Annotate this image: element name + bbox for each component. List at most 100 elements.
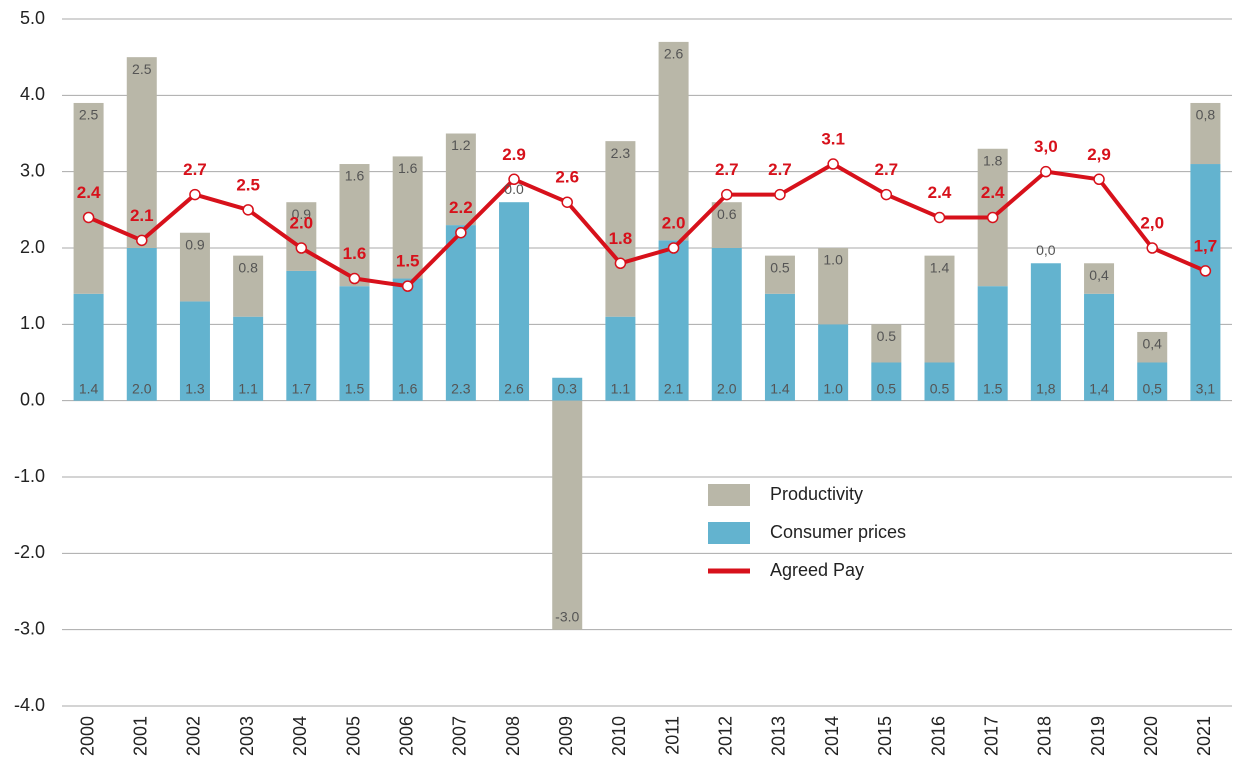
data-label: 0.5 xyxy=(877,380,897,396)
x-tick-label: 2019 xyxy=(1088,716,1108,756)
data-label: 0.9 xyxy=(185,236,205,252)
point xyxy=(1040,165,1052,178)
point xyxy=(508,173,520,186)
data-label: 1.6 xyxy=(398,160,418,176)
data-label: 2.3 xyxy=(611,145,631,161)
bar xyxy=(764,293,795,401)
point xyxy=(561,196,573,208)
x-tick-label: 2021 xyxy=(1194,716,1214,756)
point xyxy=(295,242,308,254)
data-label: 1.8 xyxy=(983,152,1003,168)
bar xyxy=(445,133,476,226)
bar xyxy=(818,324,849,401)
y-tick-label: 2.0 xyxy=(20,237,45,257)
bar xyxy=(1190,164,1221,401)
point xyxy=(667,242,680,254)
data-label: 0,4 xyxy=(1089,267,1109,283)
bar xyxy=(1030,263,1061,401)
bar xyxy=(392,278,423,401)
data-label: 1.6 xyxy=(398,380,418,396)
point-label: 2.4 xyxy=(981,183,1005,202)
bar xyxy=(339,164,370,287)
y-tick-label: -1.0 xyxy=(14,466,45,486)
data-label: 1.1 xyxy=(238,380,258,396)
data-label: 1.0 xyxy=(823,252,843,268)
bar xyxy=(233,255,264,317)
point xyxy=(82,211,95,224)
data-label: 1.5 xyxy=(983,380,1003,396)
bar xyxy=(286,270,317,401)
line xyxy=(87,162,1207,289)
bar xyxy=(711,202,742,248)
point xyxy=(614,257,627,270)
data-label: 1.1 xyxy=(611,380,631,396)
point-label: 2.0 xyxy=(662,213,686,232)
point xyxy=(189,188,201,201)
data-label: 0,8 xyxy=(1196,107,1216,123)
data-label: 0.6 xyxy=(717,206,737,222)
bar xyxy=(764,255,795,294)
x-tick-label: 2003 xyxy=(237,716,257,756)
y-tick-label: 1.0 xyxy=(20,313,45,333)
legend-label: Productivity xyxy=(770,484,863,504)
point-label: 1.6 xyxy=(343,244,367,263)
point-label: 2.7 xyxy=(768,160,792,179)
bar xyxy=(977,286,1008,401)
point-label: 2.4 xyxy=(928,183,952,202)
point-label: 2,9 xyxy=(1087,145,1111,164)
legend-label: Consumer prices xyxy=(770,522,906,542)
point xyxy=(1146,242,1158,254)
data-label: 1.6 xyxy=(345,168,365,184)
x-tick-label: 2008 xyxy=(503,716,523,756)
point-label: 2.6 xyxy=(555,168,579,187)
x-tick-label: 2017 xyxy=(981,716,1001,756)
point-label: 1,7 xyxy=(1194,236,1218,255)
bar xyxy=(445,225,476,401)
bar xyxy=(924,255,955,363)
point-label: 2.1 xyxy=(130,206,154,225)
x-tick-label: 2001 xyxy=(131,716,151,756)
x-tick-label: 2002 xyxy=(184,716,204,756)
y-tick-label: 5.0 xyxy=(20,8,45,28)
data-label: 2.3 xyxy=(451,380,471,396)
point-label: 2.9 xyxy=(502,145,526,164)
x-tick-label: 2004 xyxy=(290,716,310,756)
data-label: 0,0 xyxy=(1036,242,1056,258)
point xyxy=(348,272,361,285)
point xyxy=(986,211,999,224)
x-tick-label: 2015 xyxy=(875,716,895,756)
point-label: 2,0 xyxy=(1140,213,1164,232)
data-label: 1.4 xyxy=(770,380,790,396)
y-tick-label: -3.0 xyxy=(14,618,45,638)
x-tick-label: 2020 xyxy=(1141,716,1161,756)
y-tick-label: -2.0 xyxy=(14,542,45,562)
x-tick-label: 2016 xyxy=(928,716,948,756)
data-label: 1.5 xyxy=(345,380,365,396)
point-label: 2.5 xyxy=(236,175,260,194)
point-label: 2.0 xyxy=(289,213,313,232)
bar xyxy=(818,248,849,325)
point xyxy=(827,158,839,170)
data-label: 1.3 xyxy=(185,380,205,396)
data-label: 0.5 xyxy=(877,328,897,344)
data-label: 2.5 xyxy=(79,107,99,123)
data-label: 0,5 xyxy=(1142,380,1162,396)
data-label: 2.0 xyxy=(132,380,152,396)
data-label: 2.0 xyxy=(717,380,737,396)
x-tick-label: 2011 xyxy=(662,716,682,755)
bar xyxy=(552,377,583,401)
point-label: 3.1 xyxy=(821,130,845,149)
bar xyxy=(73,293,104,401)
point-label: 2.4 xyxy=(77,183,101,202)
bar xyxy=(658,240,689,401)
point-label: 2.7 xyxy=(874,160,898,179)
data-label: 2.6 xyxy=(504,380,524,396)
point xyxy=(401,280,414,292)
x-tick-label: 2018 xyxy=(1035,716,1055,756)
bar xyxy=(1137,331,1168,363)
bar xyxy=(1190,102,1221,165)
data-label: 1.0 xyxy=(823,380,843,396)
bar xyxy=(339,286,370,401)
bar xyxy=(552,400,583,630)
